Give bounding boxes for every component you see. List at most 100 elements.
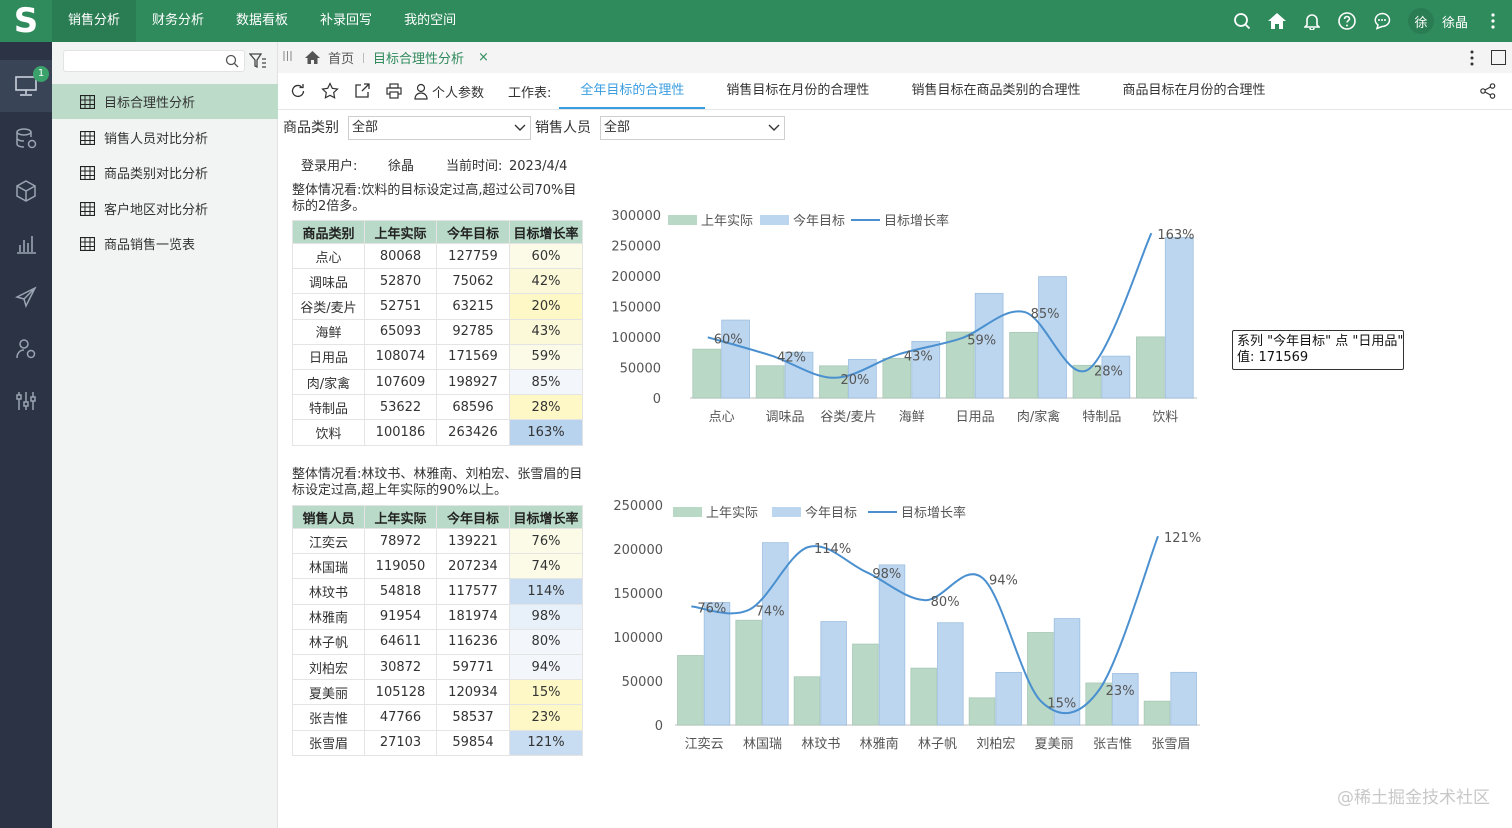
personal-params-icon[interactable]: [414, 83, 432, 100]
table-cell: 江奕云: [292, 527, 365, 555]
tab-close-icon[interactable]: ×: [478, 50, 489, 65]
table-cell: 68596: [436, 394, 510, 421]
bell-icon[interactable]: [1295, 12, 1330, 30]
chat-icon[interactable]: [1365, 12, 1400, 30]
category-table: 商品类别 上年实际 今年目标 目标增长率 点心 80068 127759 60% 调味品 5287…: [292, 220, 583, 446]
table-cell: 80%: [509, 628, 583, 655]
table-row: 日用品 108074 171569 59%: [292, 343, 583, 370]
maximize-icon[interactable]: [1491, 50, 1506, 65]
rail-database[interactable]: [0, 113, 52, 165]
table-cell: 63215: [436, 293, 510, 320]
sidebar-item-target-analysis[interactable]: 目标合理性分析: [52, 84, 278, 119]
bar-last-year: [945, 331, 975, 399]
home-icon[interactable]: [1260, 12, 1295, 30]
menu-data-board[interactable]: 数据看板: [236, 13, 289, 28]
bar-last-year: [1136, 336, 1165, 399]
table-cell: 谷类/麦片: [292, 293, 365, 320]
refresh-icon[interactable]: [285, 83, 310, 99]
table-cell: 75062: [436, 268, 510, 295]
menu-write-back[interactable]: 补录回写: [320, 13, 373, 28]
category-select[interactable]: 全部: [348, 116, 531, 140]
table-cell: 100186: [364, 419, 437, 446]
growth-rate-label: 23%: [1106, 684, 1135, 699]
sheet-tab-annual[interactable]: 全年目标的合理性: [559, 74, 706, 109]
menu-sales-analysis[interactable]: 销售分析: [52, 0, 137, 42]
table-cell: 60%: [509, 242, 583, 270]
sidebar-item-product-sales[interactable]: 商品销售一览表: [52, 226, 278, 261]
rail-monitor[interactable]: 1: [0, 60, 52, 112]
rail-send[interactable]: [0, 271, 52, 323]
grid-icon: [80, 236, 95, 251]
table-row: 江奕云 78972 139221 76%: [292, 527, 583, 555]
rail-cube[interactable]: [0, 165, 52, 217]
sidebar-search-input[interactable]: [63, 50, 245, 72]
legend-swatch-last-year: [668, 215, 697, 225]
seller-table: 销售人员 上年实际 今年目标 目标增长率 江奕云 78972 139221 76% 林国瑞 119…: [292, 505, 583, 756]
bar-this-year-target: [937, 622, 964, 726]
grid-icon: [80, 201, 95, 216]
category-filter-label: 商品类别: [283, 120, 339, 136]
table-cell: 调味品: [292, 268, 365, 295]
search-icon[interactable]: [1225, 12, 1260, 30]
tab-menu-icon[interactable]: [283, 50, 292, 65]
y-tick-label: 300000: [611, 209, 661, 224]
x-tick-label: 饮料: [1152, 410, 1178, 425]
sidebar-item-region[interactable]: 客户地区对比分析: [52, 191, 278, 226]
user-name[interactable]: 徐晶: [1441, 15, 1468, 31]
database-gear-icon: [16, 128, 37, 149]
more-vertical-icon[interactable]: [1470, 50, 1474, 70]
column-header: 上年实际: [364, 505, 437, 529]
table-row: 张吉惟 47766 58537 23%: [292, 704, 583, 731]
table-cell: 52870: [364, 268, 437, 295]
bar-this-year-target: [974, 292, 1004, 399]
table-cell: 54818: [364, 578, 437, 605]
rail-chart[interactable]: [0, 218, 52, 270]
export-icon[interactable]: [349, 83, 374, 99]
star-icon[interactable]: [317, 82, 342, 100]
sheet-tab-product-month[interactable]: 商品目标在月份的合理性: [1122, 83, 1266, 98]
seller-select[interactable]: 全部: [600, 116, 785, 140]
personal-params-button[interactable]: 个人参数: [432, 85, 485, 101]
table-cell: 夏美丽: [292, 679, 365, 706]
more-vertical-icon[interactable]: [1482, 13, 1504, 29]
print-icon[interactable]: [381, 83, 406, 99]
menu-my-space[interactable]: 我的空间: [404, 13, 457, 28]
table-header-row: 销售人员 上年实际 今年目标 目标增长率: [292, 505, 583, 529]
filter-icon[interactable]: [248, 53, 267, 73]
rail-tools[interactable]: [0, 375, 52, 427]
table-cell: 85%: [509, 368, 583, 396]
x-tick-label: 刘柏宏: [976, 737, 1015, 752]
sidebar-item-sales-staff[interactable]: 销售人员对比分析: [52, 120, 278, 155]
table-row: 林雅南 91954 181974 98%: [292, 603, 583, 630]
home-icon[interactable]: [304, 50, 321, 65]
sidebar-item-category[interactable]: 商品类别对比分析: [52, 155, 278, 190]
rail-user-settings[interactable]: [0, 323, 52, 375]
tab-home[interactable]: 首页: [328, 52, 355, 67]
table-cell: 张吉惟: [292, 704, 365, 731]
y-tick-label: 100000: [613, 631, 663, 646]
avatar[interactable]: 徐: [1407, 8, 1434, 34]
growth-rate-label: 42%: [777, 351, 806, 366]
sheet-tab-monthly[interactable]: 销售目标在月份的合理性: [726, 83, 870, 98]
search-icon[interactable]: [225, 54, 239, 72]
table-cell: 116236: [436, 628, 510, 655]
bar-last-year: [910, 667, 937, 726]
bar-this-year-target: [878, 564, 906, 726]
table-cell: 114%: [509, 578, 583, 605]
legend-swatch-target: [772, 507, 801, 517]
login-user-label: 登录用户:: [301, 159, 358, 174]
tab-target-analysis[interactable]: 目标合理性分析: [373, 52, 465, 67]
table-row: 谷类/麦片 52751 63215 20%: [292, 293, 583, 320]
bar-this-year-target: [1112, 673, 1139, 726]
menu-finance-analysis[interactable]: 财务分析: [152, 13, 205, 28]
legend-last-year: 上年实际: [706, 506, 758, 521]
seller-select-value: 全部: [604, 120, 631, 135]
help-icon[interactable]: [1330, 12, 1365, 30]
table-cell: 198927: [436, 368, 510, 396]
column-header: 上年实际: [364, 220, 437, 244]
legend-growth-rate: 目标增长率: [884, 213, 949, 229]
growth-rate-label: 60%: [714, 332, 743, 347]
table-cell: 林玟书: [292, 578, 365, 605]
sheet-tab-category[interactable]: 销售目标在商品类别的合理性: [911, 83, 1081, 98]
share-icon[interactable]: [1480, 83, 1496, 103]
